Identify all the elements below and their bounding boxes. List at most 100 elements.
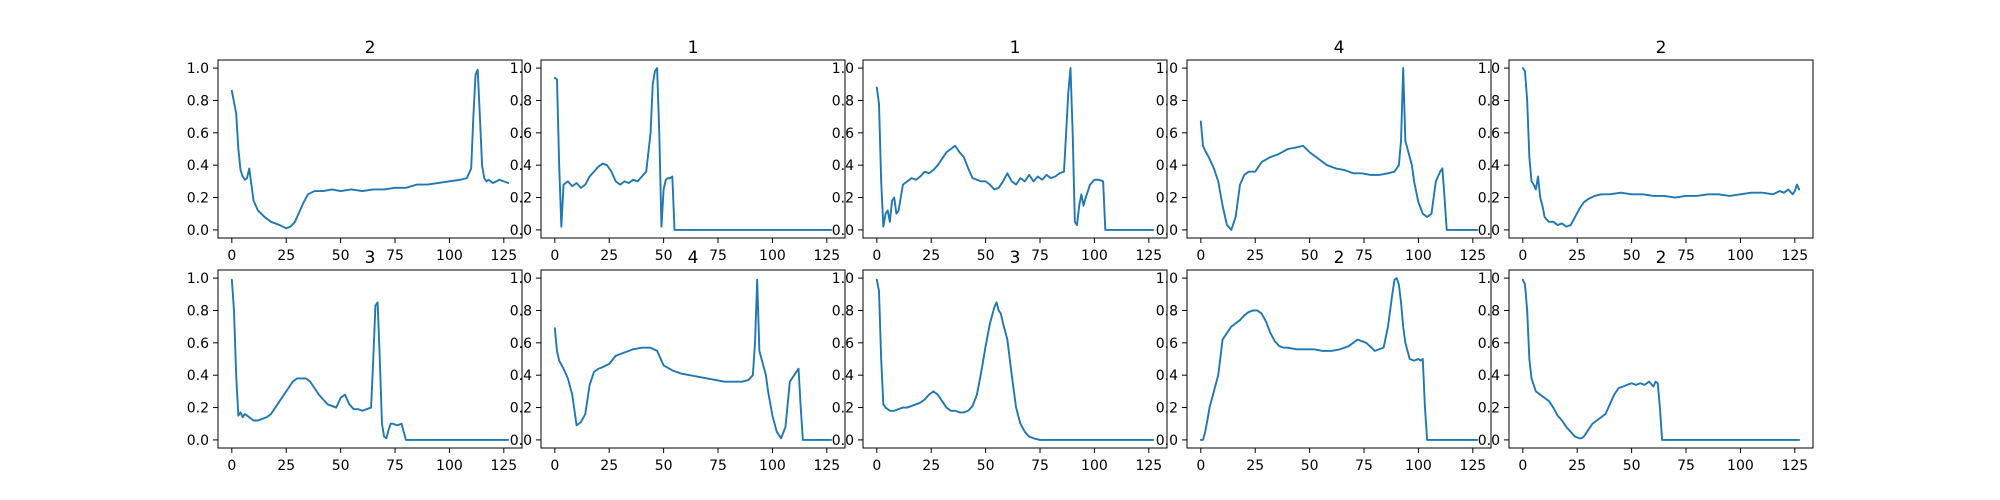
y-tick-label: 0.4 [187,158,209,174]
x-tick-label: 50 [1301,248,1319,264]
y-tick-label: 0.6 [1478,336,1500,352]
series-line [553,278,833,441]
y-tick-label: 0.0 [1156,223,1178,239]
y-tick-label: 0.6 [832,126,854,142]
x-tick-label: 25 [922,458,940,474]
subplot-8: 0 25 50 75 100 125 0.0 0.2 0.4 0.6 0.8 1.0 3 [832,248,1168,474]
x-tick-label: 125 [490,248,517,264]
x-tick-label: 0 [227,458,236,474]
subplot-title: 1 [1010,38,1021,58]
x-tick-label: 50 [655,248,673,264]
y-tick-label: 0.8 [1156,93,1178,109]
x-tick-label: 75 [1355,458,1373,474]
subplot-title: 4 [688,248,699,268]
y-tick-label: 0.2 [187,401,209,417]
x-tick-label: 125 [1781,248,1808,264]
x-tick-label: 25 [1568,248,1586,264]
series-line [1521,67,1801,228]
y-tick-label: 0.0 [510,433,532,449]
y-tick-label: 0.4 [1156,158,1178,174]
y-tick-label: 0.2 [1478,401,1500,417]
x-tick-label: 25 [1246,248,1264,264]
x-tick-label: 50 [1301,458,1319,474]
subplot-title: 2 [1334,248,1345,268]
x-tick-label: 75 [1031,248,1049,264]
axes-frame [862,269,1168,449]
subplot-title: 2 [1656,248,1667,268]
x-tick-label: 100 [759,248,786,264]
y-tick-label: 1.0 [187,271,209,287]
y-tick-label: 0.2 [187,191,209,207]
x-tick-label: 50 [977,248,995,264]
x-tick-label: 125 [813,248,840,264]
axes-frame [217,59,523,239]
y-tick-label: 0.8 [832,303,854,319]
axes-frame [1508,59,1814,239]
x-tick-label: 25 [922,248,940,264]
x-tick-label: 0 [872,248,881,264]
y-tick-label: 0.0 [832,433,854,449]
subplot-title: 4 [1334,38,1345,58]
x-tick-label: 75 [709,248,727,264]
subplot-10: 0 25 50 75 100 125 0.0 0.2 0.4 0.6 0.8 1.0 2 [1478,248,1814,474]
y-tick-label: 0.2 [510,401,532,417]
y-tick-label: 0.6 [510,336,532,352]
y-tick-label: 0.2 [832,401,854,417]
y-tick-label: 1.0 [187,61,209,77]
x-tick-label: 75 [386,458,404,474]
y-tick-label: 0.8 [510,303,532,319]
y-tick-label: 0.0 [832,223,854,239]
x-tick-label: 75 [1677,458,1695,474]
y-tick-label: 0.4 [1478,368,1500,384]
y-tick-label: 1.0 [1156,61,1178,77]
axes-frame [1186,269,1492,449]
y-tick-label: 0.6 [1156,126,1178,142]
y-tick-label: 0.0 [1478,433,1500,449]
x-tick-label: 50 [1623,248,1641,264]
x-tick-label: 100 [1405,458,1432,474]
y-tick-label: 0.0 [187,223,209,239]
y-tick-label: 0.4 [832,158,854,174]
x-tick-label: 125 [1781,458,1808,474]
x-tick-label: 100 [1081,248,1108,264]
x-tick-label: 25 [277,458,295,474]
subplot-9: 0 25 50 75 100 125 0.0 0.2 0.4 0.6 0.8 1.0 2 [1156,248,1492,474]
y-tick-label: 1.0 [1478,61,1500,77]
axes-frame [1508,269,1814,449]
x-tick-label: 125 [1135,248,1162,264]
y-tick-label: 0.0 [1478,223,1500,239]
x-tick-label: 75 [1677,248,1695,264]
subplot-5: 0 25 50 75 100 125 0.0 0.2 0.4 0.6 0.8 1.0 2 [1478,38,1814,264]
x-tick-label: 100 [436,458,463,474]
series-line [553,67,833,231]
x-tick-label: 0 [227,248,236,264]
subplot-6: 0 25 50 75 100 125 0.0 0.2 0.4 0.6 0.8 1.0 3 [187,248,523,474]
x-tick-label: 50 [332,248,350,264]
x-tick-label: 0 [550,458,559,474]
subplot-title: 2 [365,38,376,58]
y-tick-label: 1.0 [1156,271,1178,287]
subplot-7: 0 25 50 75 100 125 0.0 0.2 0.4 0.6 0.8 1.0 4 [510,248,846,474]
y-tick-label: 0.4 [1156,368,1178,384]
y-tick-label: 0.6 [1478,126,1500,142]
x-tick-label: 25 [600,458,618,474]
x-tick-label: 100 [759,458,786,474]
y-tick-label: 0.6 [510,126,532,142]
y-tick-label: 0.6 [187,126,209,142]
y-tick-label: 0.8 [187,93,209,109]
y-tick-label: 0.8 [187,303,209,319]
x-tick-label: 0 [1518,248,1527,264]
y-tick-label: 0.8 [1156,303,1178,319]
y-tick-label: 0.8 [1478,303,1500,319]
y-tick-label: 0.6 [1156,336,1178,352]
x-tick-label: 125 [490,458,517,474]
x-tick-label: 0 [550,248,559,264]
y-tick-label: 1.0 [832,61,854,77]
y-tick-label: 1.0 [510,271,532,287]
x-tick-label: 50 [977,458,995,474]
y-tick-label: 0.2 [1478,191,1500,207]
x-tick-label: 75 [1355,248,1373,264]
y-tick-label: 0.8 [1478,93,1500,109]
axes-frame [1186,59,1492,239]
